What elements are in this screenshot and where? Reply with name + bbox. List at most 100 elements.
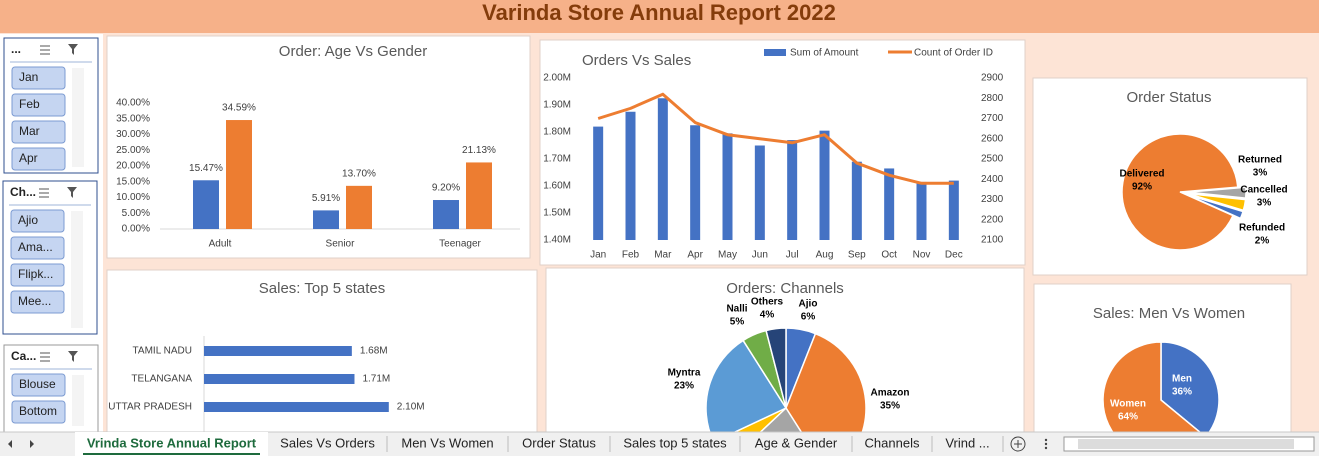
sheet-tab[interactable]: Sales top 5 states [623,435,727,450]
slicer-item[interactable] [10,209,65,233]
data-label: 13.70% [342,168,376,179]
slice-value-label: 35% [880,401,900,412]
y-tick-label: 20.00% [116,161,150,172]
slicer-item[interactable] [10,290,65,314]
pie-slice [1187,192,1247,212]
legend-swatch [764,49,786,56]
sheet-tab[interactable]: Sales Vs Orders [280,435,375,450]
slicer-item-label: Blouse [19,377,56,391]
slice-label: Refunded [1239,223,1285,234]
bar [204,346,352,356]
bar [204,402,389,412]
slicer-item[interactable] [11,93,66,117]
slicer-item[interactable] [11,147,66,171]
x-tick-label: May [718,250,737,261]
legend-label: Count of Order ID [914,48,993,59]
slice-label: Women [1110,399,1146,410]
y-tick-label: 1.80M [543,127,571,138]
sheet-tab[interactable]: Vrinda Store Annual Report [87,435,257,450]
y2-tick-label: 2200 [981,214,1004,225]
clear-filter-icon[interactable] [67,187,77,198]
bar [593,126,604,240]
y-tick-label: 25.00% [116,145,150,156]
slicer-item-label: Ama... [18,240,53,254]
data-label: 15.47% [189,163,223,174]
slicer-item[interactable] [11,66,66,90]
slicers: ... Jan Feb Mar Apr Ch... Ajio Ama... Flipk... Me… [2,37,99,433]
bar [433,200,459,229]
pie-slice [1160,341,1220,439]
slice-value-label: 3% [1253,168,1268,179]
slicer-item-label: Apr [19,151,38,165]
sheet-tab[interactable]: Order Status [522,435,596,450]
slice-label: Returned [1238,155,1282,166]
y-tick-label: 35.00% [116,113,150,124]
bar [466,162,492,229]
scroll-thumb[interactable] [1078,439,1294,449]
more-dot [1044,442,1048,446]
slicer-item[interactable] [10,263,65,287]
slice-value-label: 2% [1255,236,1270,247]
x-tick-label: Jan [590,250,606,261]
x-tick-label: Apr [687,250,703,261]
slicer-item[interactable] [11,400,66,424]
y-tick-label: 5.00% [122,208,150,219]
data-label: 1.71M [362,374,390,385]
active-tab[interactable] [75,432,268,456]
slicer-item-label: Flipk... [18,267,53,281]
x-tick-label: Sep [848,250,866,261]
slicer-scrollbar [72,375,84,426]
slicer-scrollbar [71,211,83,328]
more-dot [1044,446,1048,450]
slicer-item[interactable] [11,373,66,397]
multi-select-icon[interactable] [40,352,50,362]
slicer-item-label: Bottom [19,404,57,418]
bar [204,374,355,384]
sheet-tab[interactable]: Channels [865,435,920,450]
pie-slice [1187,186,1247,199]
bar [819,130,830,240]
y-tick-label: TAMIL NADU [133,346,192,357]
data-label: 1.68M [360,346,388,357]
slicer-item-label: Mee... [18,294,51,308]
slicer-item[interactable] [11,120,66,144]
y2-tick-label: 2300 [981,194,1004,205]
scroll-left[interactable] [8,440,12,448]
y2-tick-label: 2700 [981,113,1004,124]
slicer-item-label: Jan [19,70,38,84]
chart-title: Sales: Men Vs Women [1093,305,1245,322]
slicer-item[interactable] [10,236,65,260]
y-tick-label: 1.40M [543,235,571,246]
x-tick-label: Jun [752,250,768,261]
bar [193,180,219,229]
slice-value-label: 3% [1257,198,1272,209]
y-tick-label: TELANGANA [131,374,192,385]
scroll-right[interactable] [30,440,34,448]
slice-label: Men [1172,374,1192,385]
slice-value-label: 4% [760,310,775,321]
pie-slice [785,332,867,456]
slice-label: Myntra [668,368,701,379]
sheet-tab[interactable]: Men Vs Women [401,435,493,450]
bar [313,210,339,229]
chart-title: Orders: Channels [726,280,844,297]
y-tick-label: 0.00% [122,224,150,235]
clear-filter-icon[interactable] [68,44,78,55]
y-tick-label: 1.50M [543,208,571,219]
slicer-scrollbar [72,68,84,167]
sheet-tab[interactable]: Vrind ... [945,435,989,450]
bar [722,133,733,240]
bar [226,120,252,229]
add-sheet[interactable] [1010,436,1026,452]
multi-select-icon[interactable] [40,45,50,55]
clear-filter-icon[interactable] [68,351,78,362]
multi-select-icon[interactable] [39,188,49,198]
bar [625,111,636,240]
y-tick-label: 2.00M [543,73,571,84]
slicer-item-label: Feb [19,97,40,111]
slicer-item-label: Ajio [18,213,38,227]
slice-value-label: 5% [730,317,745,328]
sheet-tab[interactable]: Age & Gender [755,435,838,450]
more-dot[interactable] [1044,438,1048,442]
